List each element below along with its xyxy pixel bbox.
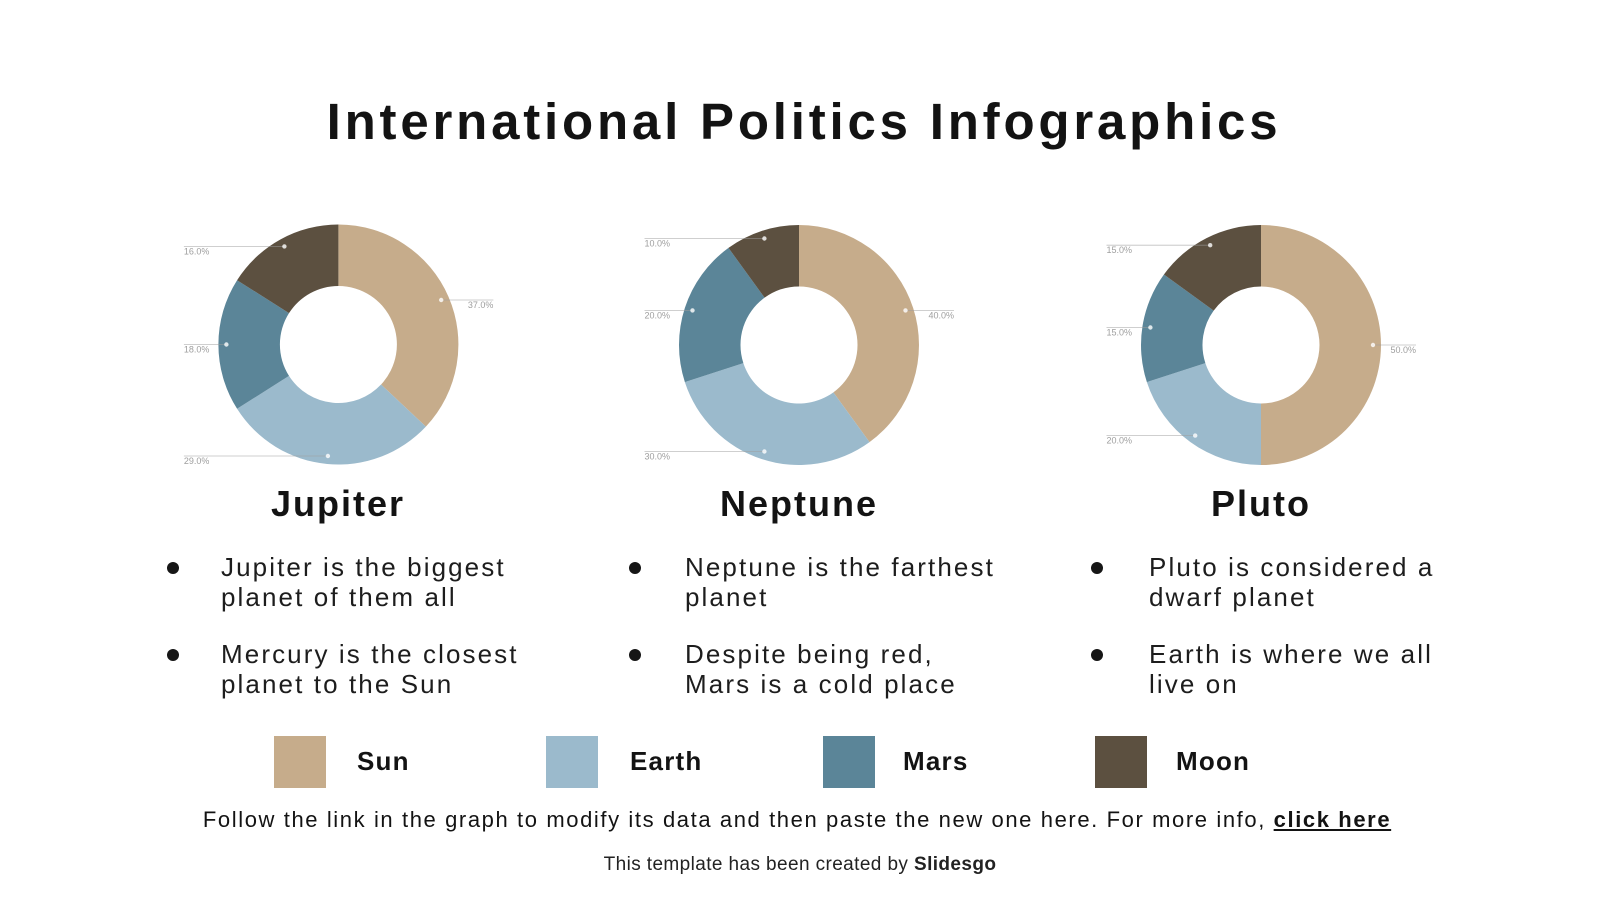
svg-text:16.0%: 16.0% bbox=[184, 246, 210, 256]
svg-text:50.0%: 50.0% bbox=[1390, 345, 1416, 355]
svg-text:40.0%: 40.0% bbox=[928, 310, 954, 320]
svg-text:15.0%: 15.0% bbox=[1107, 245, 1133, 255]
svg-text:37.0%: 37.0% bbox=[468, 300, 494, 310]
svg-text:18.0%: 18.0% bbox=[184, 345, 210, 355]
svg-text:20.0%: 20.0% bbox=[1107, 436, 1133, 446]
svg-text:29.0%: 29.0% bbox=[184, 456, 210, 466]
svg-text:30.0%: 30.0% bbox=[645, 452, 671, 462]
svg-text:15.0%: 15.0% bbox=[1107, 328, 1133, 338]
svg-text:10.0%: 10.0% bbox=[645, 239, 671, 249]
svg-text:20.0%: 20.0% bbox=[645, 310, 671, 320]
